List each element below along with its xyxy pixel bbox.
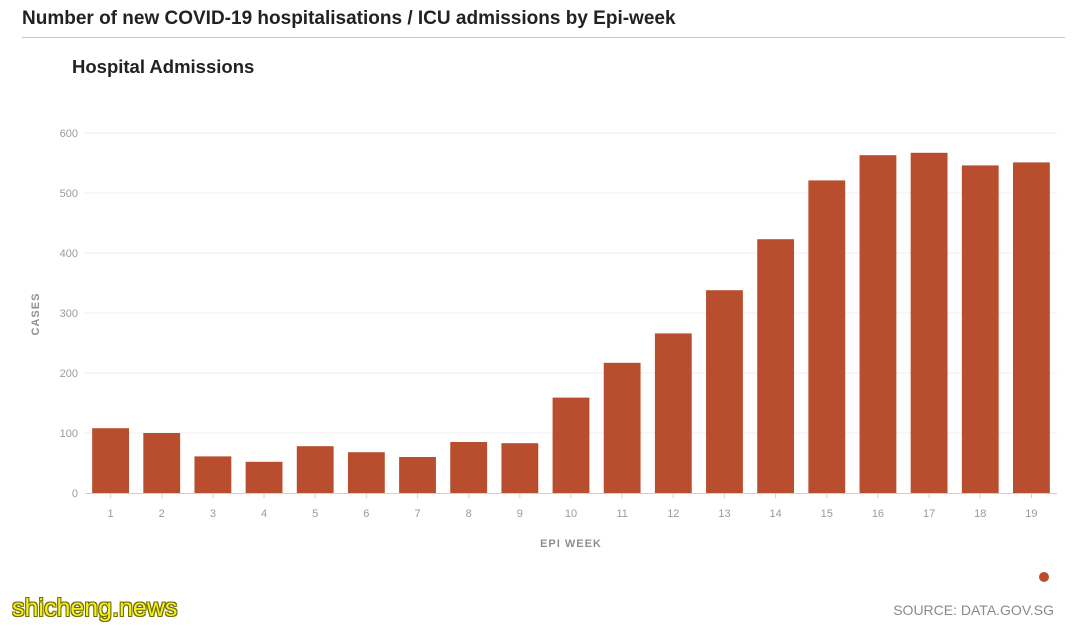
bar-week-18[interactable]	[961, 165, 999, 493]
bar-week-3[interactable]	[194, 456, 232, 493]
x-tick-label: 17	[923, 508, 935, 520]
bar-week-1[interactable]	[92, 428, 129, 493]
x-tick-label: 14	[770, 508, 782, 520]
x-tick-label: 7	[414, 508, 420, 520]
x-tick-label: 16	[872, 508, 884, 520]
x-tick-label: 5	[312, 508, 318, 520]
y-axis-label: CASES	[30, 293, 42, 336]
x-tick-label: 1	[108, 508, 114, 520]
y-tick-label: 500	[60, 188, 78, 200]
y-tick-label: 100	[60, 428, 78, 440]
bar-week-13[interactable]	[706, 290, 743, 493]
x-tick-label: 13	[718, 508, 730, 520]
x-tick-label: 6	[363, 508, 369, 520]
x-tick-label: 8	[466, 508, 472, 520]
x-tick-label: 15	[821, 508, 833, 520]
x-tick-label: 2	[159, 508, 165, 520]
bar-week-17[interactable]	[910, 152, 948, 494]
bar-week-7[interactable]	[399, 457, 436, 493]
x-axis-label: EPI WEEK	[540, 538, 602, 550]
chart-title: Hospital Admissions	[72, 56, 255, 77]
y-tick-label: 600	[60, 128, 78, 140]
bar-series	[92, 152, 1050, 494]
bar-week-14[interactable]	[757, 239, 795, 493]
bar-week-6[interactable]	[347, 452, 385, 493]
x-tick-label: 9	[517, 508, 523, 520]
y-tick-label: 400	[60, 248, 78, 260]
x-tick-label: 4	[261, 508, 267, 520]
bar-week-8[interactable]	[450, 442, 488, 493]
x-tick-label: 10	[565, 508, 577, 520]
bar-week-5[interactable]	[296, 446, 334, 493]
title-divider	[22, 37, 1065, 38]
x-tick-label: 11	[616, 508, 627, 520]
bar-week-2[interactable]	[143, 433, 181, 493]
x-tick-label: 12	[667, 508, 679, 520]
page-title: Number of new COVID-19 hospitalisations …	[22, 8, 676, 29]
x-axis-ticks: 1 2 3 4 5 6 7 8 9 10 11 12 13 14 15 16 17 18 19	[108, 493, 1038, 520]
bar-week-10[interactable]	[552, 397, 590, 493]
y-axis-ticks: 0 100 200 300 400 500 600	[60, 128, 78, 500]
bar-week-9[interactable]	[501, 443, 539, 493]
bar-week-4[interactable]	[245, 461, 283, 493]
bar-week-12[interactable]	[654, 333, 692, 493]
x-tick-label: 19	[1025, 508, 1037, 520]
legend-marker	[1039, 572, 1049, 582]
bar-week-16[interactable]	[859, 155, 897, 493]
y-tick-label: 200	[60, 368, 78, 380]
y-tick-label: 300	[60, 308, 78, 320]
y-tick-label: 0	[72, 488, 78, 500]
watermark-logo: shicheng.news	[12, 594, 178, 622]
bar-week-19[interactable]	[1013, 162, 1050, 493]
bar-week-11[interactable]	[603, 362, 641, 493]
x-tick-label: 3	[210, 508, 216, 520]
source-note: SOURCE: DATA.GOV.SG	[893, 602, 1054, 618]
bar-week-15[interactable]	[808, 180, 846, 493]
x-tick-label: 18	[974, 508, 986, 520]
